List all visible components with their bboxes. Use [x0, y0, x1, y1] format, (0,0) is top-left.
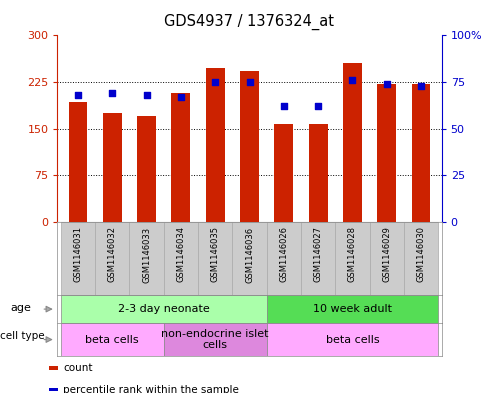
- Text: non-endocrine islet
cells: non-endocrine islet cells: [162, 329, 269, 350]
- Bar: [377, 84, 396, 222]
- Text: GSM1146033: GSM1146033: [142, 226, 151, 283]
- Bar: [335, 222, 370, 295]
- Point: [348, 77, 356, 83]
- Point: [314, 103, 322, 109]
- Bar: [266, 295, 438, 323]
- Point: [383, 81, 391, 87]
- Text: GDS4937 / 1376324_at: GDS4937 / 1376324_at: [165, 14, 334, 30]
- Bar: [61, 323, 164, 356]
- Bar: [103, 113, 122, 222]
- Bar: [68, 102, 87, 222]
- Bar: [412, 84, 431, 222]
- Point: [246, 79, 253, 85]
- Bar: [266, 222, 301, 295]
- Point: [108, 90, 116, 96]
- Text: beta cells: beta cells: [85, 334, 139, 345]
- Bar: [233, 222, 266, 295]
- Bar: [309, 124, 327, 222]
- Bar: [164, 222, 198, 295]
- Bar: [266, 323, 438, 356]
- Bar: [95, 222, 129, 295]
- Bar: [172, 93, 190, 222]
- Text: 10 week adult: 10 week adult: [313, 304, 392, 314]
- Bar: [164, 323, 266, 356]
- Text: beta cells: beta cells: [326, 334, 379, 345]
- Point: [211, 79, 219, 85]
- Bar: [404, 222, 438, 295]
- Text: cell type: cell type: [0, 331, 44, 342]
- Text: percentile rank within the sample: percentile rank within the sample: [63, 385, 239, 393]
- Bar: [137, 116, 156, 222]
- Text: GSM1146027: GSM1146027: [313, 226, 323, 283]
- Point: [280, 103, 288, 109]
- Text: GSM1146026: GSM1146026: [279, 226, 288, 283]
- Text: GSM1146036: GSM1146036: [245, 226, 254, 283]
- Point: [417, 83, 425, 89]
- Bar: [206, 68, 225, 222]
- Point: [177, 94, 185, 100]
- Bar: [240, 71, 259, 222]
- Point: [74, 92, 82, 98]
- Text: 2-3 day neonate: 2-3 day neonate: [118, 304, 210, 314]
- Bar: [370, 222, 404, 295]
- Text: age: age: [10, 303, 31, 313]
- Bar: [274, 124, 293, 222]
- Bar: [49, 366, 58, 370]
- Text: GSM1146029: GSM1146029: [382, 226, 391, 282]
- Point: [143, 92, 151, 98]
- Bar: [343, 63, 362, 222]
- Text: GSM1146031: GSM1146031: [73, 226, 82, 283]
- Bar: [61, 295, 266, 323]
- Bar: [129, 222, 164, 295]
- Bar: [61, 222, 95, 295]
- Bar: [198, 222, 233, 295]
- Bar: [301, 222, 335, 295]
- Text: GSM1146034: GSM1146034: [176, 226, 186, 283]
- Text: GSM1146028: GSM1146028: [348, 226, 357, 283]
- Text: GSM1146035: GSM1146035: [211, 226, 220, 283]
- Bar: [49, 388, 58, 391]
- Text: GSM1146030: GSM1146030: [417, 226, 426, 283]
- Text: count: count: [63, 363, 93, 373]
- Text: GSM1146032: GSM1146032: [108, 226, 117, 283]
